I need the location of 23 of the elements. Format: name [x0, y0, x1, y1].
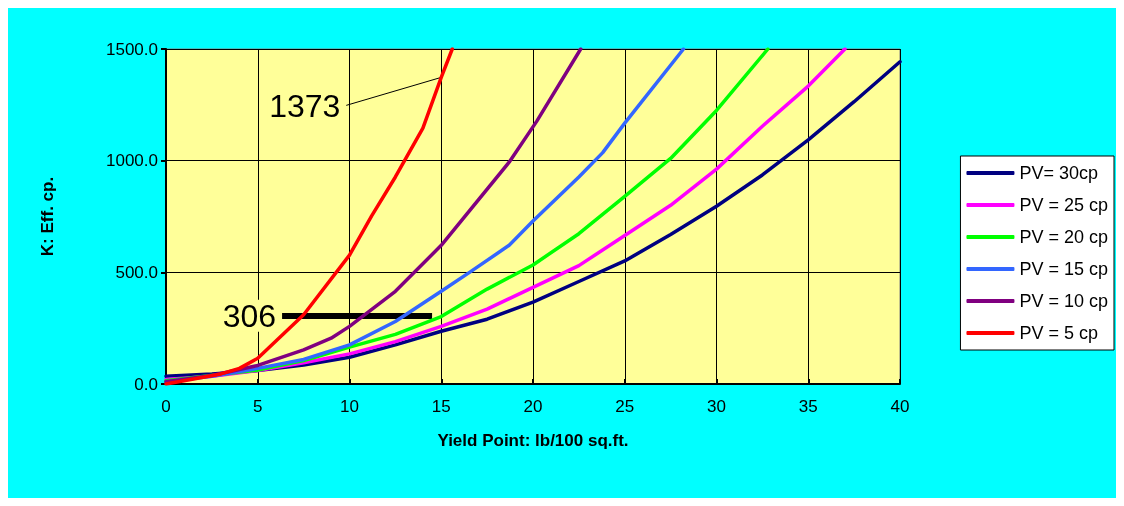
x-tick-label: 15	[431, 397, 451, 416]
y-tick-label: 500.0	[115, 262, 158, 282]
y-axis-title: K: Eff. cp.	[38, 176, 57, 257]
y-tick-label: 1000.0	[106, 151, 158, 171]
annotation: 1373	[269, 88, 341, 125]
x-axis-title: Yield Point: lb/100 sq.ft.	[437, 431, 629, 450]
legend-label: PV = 15 cp	[1019, 259, 1108, 279]
legend-label: PV = 5 cp	[1019, 323, 1098, 343]
legend-label: PV = 20 cp	[1019, 227, 1108, 247]
legend-label: PV = 25 cp	[1019, 195, 1108, 215]
x-tick-label: 20	[523, 397, 543, 416]
x-tick-label: 10	[340, 397, 359, 416]
y-tick-label: 0.0	[134, 374, 158, 394]
x-tick-label: 25	[615, 397, 635, 416]
annotation: 306	[222, 297, 277, 334]
x-tick-label: 0	[161, 397, 171, 416]
x-tick-label: 30	[707, 397, 726, 416]
y-tick-label: 1500.0	[106, 39, 158, 59]
x-tick-label: 5	[253, 397, 263, 416]
x-tick-label: 40	[890, 397, 910, 416]
x-tick-label: 35	[798, 397, 818, 416]
legend-label: PV= 30cp	[1019, 163, 1098, 183]
legend-label: PV = 10 cp	[1019, 291, 1108, 311]
